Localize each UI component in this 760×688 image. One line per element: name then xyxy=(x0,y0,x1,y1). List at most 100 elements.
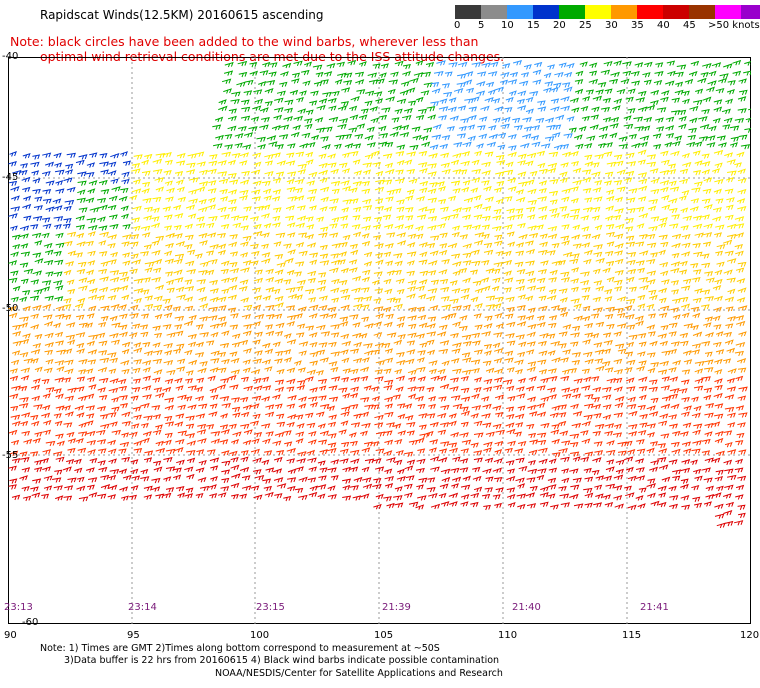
wind-barb xyxy=(514,359,524,365)
wind-barb xyxy=(517,222,526,229)
wind-barb xyxy=(540,377,549,384)
wind-barb xyxy=(196,429,207,435)
wind-barb xyxy=(494,502,503,509)
wind-barb xyxy=(572,393,582,399)
wind-barb xyxy=(561,369,570,375)
wind-barb xyxy=(735,458,744,465)
wind-barb xyxy=(373,271,383,277)
wind-barb xyxy=(109,223,119,230)
wind-barb xyxy=(264,87,274,94)
wind-barb xyxy=(417,376,426,382)
wind-barb xyxy=(350,376,360,383)
wind-barb xyxy=(42,198,52,204)
wind-barb xyxy=(274,403,283,409)
wind-barb xyxy=(704,367,714,373)
wind-barb xyxy=(274,269,284,275)
wind-barb xyxy=(244,79,254,86)
wind-barb xyxy=(602,494,611,500)
wind-barb xyxy=(714,178,724,185)
wind-barb xyxy=(30,414,39,421)
wind-barb xyxy=(275,322,285,329)
wind-barb xyxy=(485,295,496,301)
wind-barb xyxy=(441,304,452,310)
wind-barb xyxy=(394,438,403,445)
wind-barb xyxy=(32,154,41,160)
wind-barb xyxy=(649,411,659,417)
wind-barb xyxy=(492,342,501,348)
wind-barb xyxy=(386,502,395,509)
wind-barb xyxy=(297,367,306,373)
wind-barb xyxy=(227,294,238,301)
wind-barb xyxy=(605,483,616,490)
wind-barb xyxy=(318,395,327,401)
wind-barb xyxy=(595,257,605,264)
wind-barb xyxy=(109,214,118,220)
wind-barb xyxy=(297,169,306,175)
wind-barb xyxy=(625,152,635,158)
wind-barb xyxy=(360,411,370,417)
wind-barb xyxy=(602,414,612,420)
wind-barb xyxy=(184,223,194,230)
wind-barb xyxy=(578,125,587,132)
wind-barb xyxy=(265,268,274,275)
wind-barb xyxy=(384,468,393,474)
wind-barb xyxy=(471,405,482,411)
wind-barb xyxy=(744,128,751,133)
wind-barb xyxy=(20,338,30,345)
wind-barb xyxy=(242,439,252,446)
wind-barb xyxy=(45,206,55,212)
wind-barb xyxy=(141,313,150,319)
wind-barb xyxy=(548,288,557,295)
wind-barb xyxy=(110,303,120,310)
wind-barb xyxy=(416,484,424,490)
wind-barb xyxy=(473,457,483,463)
wind-barb xyxy=(727,288,736,295)
wind-barb xyxy=(483,386,493,392)
wind-barb xyxy=(144,206,153,213)
wind-barb xyxy=(505,96,514,103)
wind-barb xyxy=(239,493,248,499)
wind-barb xyxy=(198,198,207,205)
wind-barb xyxy=(694,288,703,294)
wind-barb xyxy=(360,366,370,373)
wind-barb xyxy=(508,133,517,140)
wind-barb xyxy=(315,71,324,78)
wind-barb xyxy=(644,61,653,68)
wind-barb xyxy=(362,295,373,302)
wind-barb xyxy=(694,181,703,187)
wind-barb xyxy=(693,170,702,176)
wind-barb xyxy=(712,421,721,427)
wind-barb xyxy=(485,268,495,274)
wind-barb xyxy=(173,204,182,211)
wind-barb xyxy=(580,279,590,286)
wind-barb xyxy=(327,485,336,491)
wind-barb xyxy=(704,457,714,463)
wind-barb xyxy=(165,196,174,202)
wind-barb xyxy=(694,160,703,166)
wind-barb xyxy=(18,403,29,409)
wind-barb xyxy=(540,486,549,492)
wind-barb xyxy=(571,422,582,429)
wind-barb xyxy=(522,117,532,123)
wind-barb xyxy=(603,332,612,338)
wind-barb xyxy=(439,249,448,256)
wind-barb xyxy=(261,459,270,465)
wind-barb xyxy=(639,250,649,256)
wind-barb xyxy=(495,323,504,329)
wind-barb xyxy=(428,492,438,499)
wind-barb xyxy=(45,271,54,277)
wind-barb xyxy=(561,387,571,393)
wind-barb xyxy=(172,306,181,312)
wind-barb xyxy=(338,279,348,286)
wind-barb xyxy=(177,394,187,400)
wind-barb xyxy=(56,366,65,372)
wind-barb xyxy=(678,116,687,122)
wind-barb xyxy=(349,440,358,447)
wind-barb xyxy=(63,205,72,212)
wind-barb xyxy=(727,449,737,455)
wind-barb xyxy=(285,215,295,221)
wind-barb xyxy=(604,288,613,295)
wind-barb xyxy=(87,231,96,237)
wind-barb xyxy=(526,423,535,430)
wind-barb xyxy=(547,477,557,484)
